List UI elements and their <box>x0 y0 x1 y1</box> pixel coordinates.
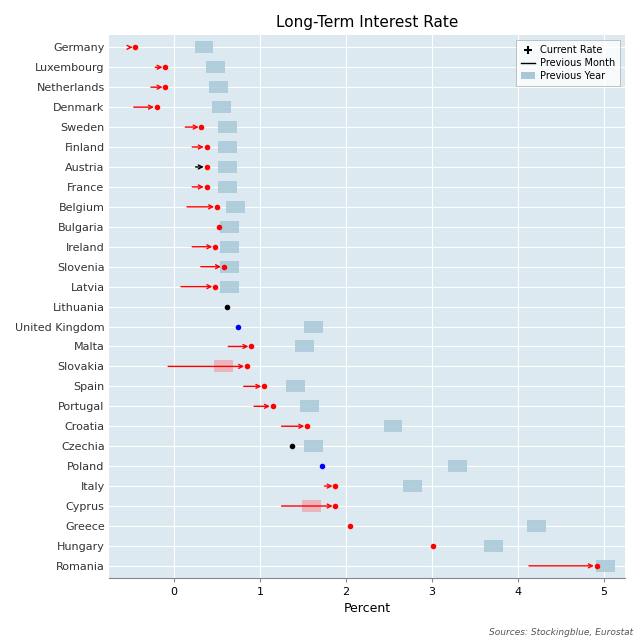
Bar <box>195 42 214 53</box>
Bar <box>596 560 614 572</box>
Text: Sources: Stockingblue, Eurostat: Sources: Stockingblue, Eurostat <box>490 628 634 637</box>
Bar <box>300 400 319 412</box>
Bar <box>303 321 323 333</box>
Bar <box>214 360 233 372</box>
Bar <box>403 480 422 492</box>
Bar <box>220 221 239 233</box>
Bar <box>227 201 245 213</box>
Bar <box>218 141 237 153</box>
Bar <box>295 340 314 353</box>
Bar <box>220 281 239 292</box>
Bar <box>303 440 323 452</box>
Bar <box>205 61 225 73</box>
Bar <box>218 181 237 193</box>
Bar <box>383 420 403 432</box>
Bar <box>484 540 503 552</box>
Bar <box>220 241 239 253</box>
Legend: Current Rate, Previous Month, Previous Year: Current Rate, Previous Month, Previous Y… <box>516 40 620 86</box>
Bar <box>212 101 230 113</box>
Bar <box>218 161 237 173</box>
Bar <box>220 260 239 273</box>
Bar <box>527 520 546 532</box>
Title: Long-Term Interest Rate: Long-Term Interest Rate <box>276 15 458 30</box>
Bar <box>302 500 321 512</box>
Bar <box>218 121 237 133</box>
X-axis label: Percent: Percent <box>344 602 391 616</box>
Bar <box>448 460 467 472</box>
Bar <box>209 81 228 93</box>
Bar <box>287 380 305 392</box>
